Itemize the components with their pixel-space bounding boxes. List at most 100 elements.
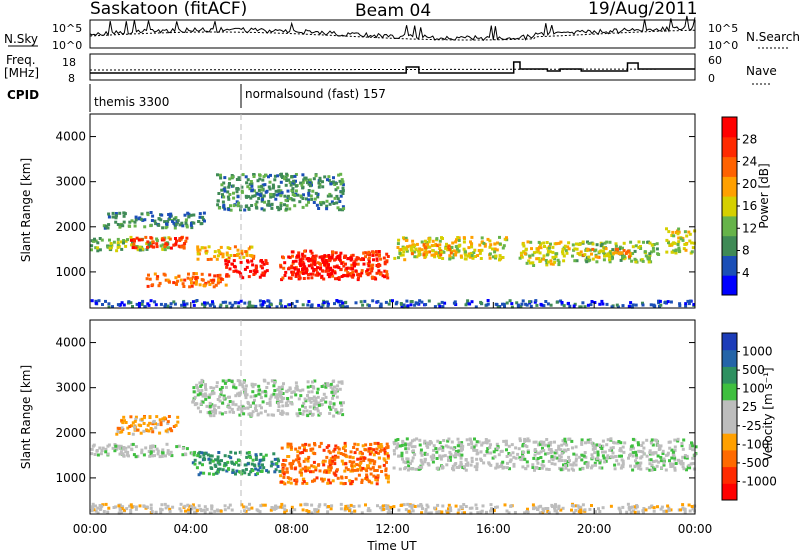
velocity-region-1-cell [149,427,153,430]
velocity-region-1-cell [123,419,126,423]
power-region-15-cell [666,300,670,304]
velocity-region-4-cell [460,441,464,445]
velocity-region-5-cell [281,392,285,395]
power-region-10-cell [542,241,546,245]
power-region-10-cell [538,260,542,263]
power-region-7-cell [337,266,341,270]
power-region-6-cell [324,259,328,262]
velocity-region-6-cell [160,503,164,507]
velocity-region-3-cell [350,464,354,468]
power-region-9-cell [418,247,422,251]
power-region-7-cell [307,259,311,262]
velocity-region-4-cell [406,447,410,451]
power-region-4-cell [230,262,234,266]
velocity-region-5-cell [270,379,274,383]
velocity-region-6-cell [419,503,423,506]
velocity-region-5-cell [199,410,202,414]
power-region-4-cell [232,264,236,268]
velocity-region-3-cell [294,447,298,451]
velocity-region-4-cell [475,440,479,444]
power-region-2-cell [139,217,143,221]
velocity-region-5-cell [252,401,255,405]
power-region-4-cell [261,260,265,264]
power-region-13-cell [692,241,696,245]
velocity-region-6-cell [578,505,582,509]
power-region-6-cell [362,251,366,255]
power-region-15-cell [219,303,223,307]
power-region-8-cell [468,255,472,259]
velocity-region-3-cell [283,482,287,486]
velocity-region-3-cell [331,479,335,483]
power-region-0-cell [115,249,119,253]
velocity-region-6-cell [550,503,554,507]
power-region-15-cell [663,301,667,305]
power-region-14-cell [217,192,221,195]
velocity-region-5-cell [260,406,263,410]
power-region-14-cell [219,176,223,180]
velocity-region-1-cell [121,421,125,425]
velocity-region-5-cell [305,409,309,413]
power-region-15-cell [221,300,225,304]
velocity-region-4-cell [609,437,613,441]
velocity-region-1-cell [155,415,159,419]
velocity-region-5-cell [307,390,311,394]
velocity-region-1-cell [161,417,165,421]
power-region-15-cell [182,300,186,304]
power-region-4-cell [265,269,269,273]
velocity-region-6-cell [494,505,497,509]
power-region-8-cell [403,258,407,262]
velocity-region-4-cell [413,445,417,449]
velocity-region-4-cell [674,462,678,465]
velocity-region-3-cell [357,473,361,477]
velocity-region-4-cell [448,450,452,454]
velocity-region-5-cell [273,381,276,384]
velocity-region-4-cell [475,457,479,461]
power-region-7-cell [342,264,346,268]
velocity-region-3-cell [302,480,306,484]
velocity-region-5-cell [218,395,222,399]
power-region-3-cell [221,252,225,256]
power-region-10-cell [554,252,558,256]
power-region-6-cell [377,254,381,258]
power-region-5-cell [224,283,228,287]
velocity-region-0-cell [101,446,105,450]
velocity-region-1-cell [120,430,124,434]
velocity-region-4-cell [594,463,597,467]
velocity-region-4-cell [522,450,526,454]
velocity-region-4-cell [666,451,670,455]
velocity-region-4-cell [590,464,594,468]
power-region-14-cell [332,202,336,205]
power-region-14-cell [326,194,330,198]
power-region-9-cell [416,249,420,253]
velocity-region-0-cell [190,452,194,456]
power-region-13-cell [673,241,677,245]
power-region-6-cell [351,267,355,271]
velocity-region-4-cell [505,466,509,470]
power-ylabel: Slant Range [km] [19,158,33,262]
power-region-6-cell [366,268,370,272]
power-region-14-cell [265,189,269,193]
power-region-11-cell [588,258,592,262]
velocity-region-4-cell [620,454,623,458]
power-region-14-cell [336,206,340,210]
power-colorbar-tick-label: 12 [742,221,757,235]
velocity-region-6-cell [417,504,420,508]
velocity-region-2-cell [260,458,264,462]
velocity-ytick-label: 3000 [55,381,86,395]
velocity-region-5-cell [241,385,245,389]
power-region-7-cell [305,270,308,274]
power-region-3-cell [196,257,200,261]
power-region-15-cell [610,305,614,309]
velocity-region-5-cell [338,411,342,415]
velocity-region-1-cell [124,421,128,424]
power-region-8-cell [450,246,454,249]
power-region-6-cell [371,263,375,267]
velocity-region-6-cell [197,504,201,508]
velocity-region-5-cell [326,382,330,386]
velocity-region-4-cell [567,437,571,441]
velocity-region-6-cell [447,503,451,507]
velocity-region-3-cell [361,466,365,470]
velocity-region-3-cell [342,482,346,486]
velocity-region-4-cell [410,445,414,449]
